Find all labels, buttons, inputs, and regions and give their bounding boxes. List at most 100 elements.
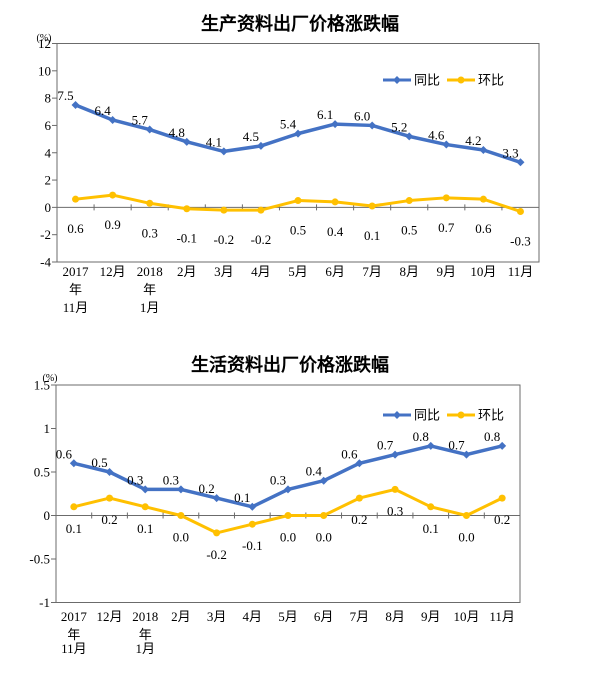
- x-category-label: 11月: [61, 641, 87, 656]
- data-marker-yoy: [284, 485, 292, 494]
- data-marker-yoy: [256, 141, 265, 150]
- legend-marker-mom: [457, 411, 465, 419]
- legend: 同比 环比: [383, 408, 504, 423]
- data-point-label-mom: 0.3: [142, 225, 158, 240]
- x-category-label: 2018: [132, 609, 158, 624]
- data-point-label-yoy: 6.1: [317, 107, 333, 122]
- x-category-label: 12月: [97, 609, 123, 624]
- data-point-label-yoy: 0.2: [198, 481, 214, 496]
- chart-title: 生活资料出厂价格涨跌幅: [191, 354, 389, 375]
- data-marker-mom: [183, 205, 191, 213]
- data-marker-mom: [391, 485, 399, 493]
- y-axis-unit-label: (%): [43, 373, 58, 384]
- x-category-label: 11月: [63, 300, 89, 315]
- data-point-label-yoy: 0.5: [91, 455, 107, 470]
- data-marker-yoy: [176, 485, 185, 494]
- x-category-label: 10月: [453, 609, 479, 624]
- consumer-price-chart: 生活资料出厂价格涨跌幅 (%) 1.510.50-0.5-12017年11月12…: [29, 354, 521, 656]
- x-category-label: 4月: [251, 264, 271, 279]
- x-category-label: 2017: [61, 609, 88, 624]
- data-marker-mom: [462, 512, 470, 519]
- data-marker-mom: [331, 198, 339, 206]
- data-marker-yoy: [331, 120, 340, 129]
- data-point-label-yoy: 6.4: [94, 103, 111, 118]
- y-tick-label: -0.5: [29, 552, 50, 567]
- x-category-label: 2017: [63, 264, 90, 279]
- y-tick-label: 1: [44, 421, 51, 436]
- x-category-label: 10月: [470, 264, 496, 279]
- y-tick-label: 0: [45, 200, 52, 215]
- data-marker-mom: [368, 202, 376, 210]
- y-tick-label: 0: [44, 508, 51, 523]
- data-point-label-mom: 0.1: [364, 228, 380, 243]
- data-point-label-mom: 0.3: [387, 503, 403, 518]
- data-marker-yoy: [71, 100, 80, 109]
- data-point-label-yoy: 0.1: [234, 490, 250, 505]
- data-point-label-yoy: 3.3: [502, 145, 518, 160]
- data-point-label-yoy: 0.8: [413, 429, 429, 444]
- x-category-label: 1月: [140, 300, 160, 315]
- legend: 同比 环比: [383, 73, 504, 88]
- data-point-label-mom: 0.5: [401, 223, 417, 238]
- y-axis-unit-label: (%): [37, 33, 52, 44]
- x-category-label: 8月: [399, 264, 419, 279]
- data-point-label-yoy: 5.4: [280, 117, 297, 132]
- data-marker-mom: [146, 199, 154, 207]
- data-point-label-mom: 0.1: [423, 521, 439, 536]
- legend-marker-mom: [457, 76, 465, 84]
- x-category-label: 2018: [137, 264, 163, 279]
- data-marker-mom: [516, 207, 524, 215]
- data-point-label-mom: 0.1: [137, 521, 153, 536]
- data-point-label-yoy: 6.0: [354, 108, 370, 123]
- x-category-label: 年: [139, 627, 152, 642]
- x-category-label: 3月: [207, 609, 227, 624]
- data-point-label-mom: 0.6: [67, 221, 84, 236]
- data-marker-yoy: [319, 476, 328, 485]
- data-marker-yoy: [426, 441, 435, 450]
- data-point-label-yoy: 4.2: [465, 133, 481, 148]
- data-point-label-mom: 0.6: [475, 221, 492, 236]
- data-point-label-mom: 0.5: [290, 223, 306, 238]
- data-marker-mom: [220, 206, 228, 214]
- data-point-label-yoy: 0.3: [270, 472, 286, 487]
- legend-label-mom: 环比: [478, 73, 504, 88]
- data-point-label-yoy: 4.1: [206, 134, 222, 149]
- data-marker-yoy: [516, 158, 525, 167]
- data-marker-yoy: [294, 129, 302, 138]
- plot-area: 12 10 8 6 4 2 0 -2 -4 2017 年 11月 12月 2018 年 1月 2月 3月 4月 5月 6…: [38, 36, 540, 315]
- x-category-label: 7月: [362, 264, 382, 279]
- data-point-label-mom: 0.0: [280, 530, 296, 545]
- data-point-label-mom: 0.0: [173, 530, 189, 545]
- x-category-label: 2月: [177, 264, 197, 279]
- x-category-label: 1月: [135, 641, 155, 656]
- legend-item-mom: 环比: [447, 408, 504, 423]
- data-marker-yoy: [498, 441, 507, 450]
- data-point-label-yoy: 0.3: [127, 472, 143, 487]
- data-marker-yoy: [479, 146, 488, 155]
- data-point-label-mom: 0.4: [327, 224, 344, 239]
- data-marker-mom: [177, 512, 185, 519]
- data-marker-mom: [109, 191, 117, 199]
- legend-item-yoy: 同比: [383, 73, 440, 88]
- legend-item-mom: 环比: [447, 73, 504, 88]
- x-category-label: 2月: [171, 609, 191, 624]
- consumer-price-chart-block: 生活资料出厂价格涨跌幅 (%) 1.5 1 0.5 0 -0.5 -1 2017 年 11月 12…: [0, 338, 600, 676]
- data-marker-yoy: [462, 450, 471, 459]
- y-tick-label: -4: [40, 255, 51, 270]
- x-category-label: 9月: [421, 609, 441, 624]
- data-marker-yoy: [182, 137, 191, 146]
- data-marker-mom: [320, 512, 328, 519]
- y-tick-label: 12: [38, 36, 51, 51]
- data-point-label-mom: 0.1: [66, 521, 82, 536]
- data-point-label-yoy: 0.7: [448, 438, 465, 453]
- plot-border: [55, 384, 521, 603]
- data-marker-mom: [248, 520, 256, 528]
- y-tick-label: 4: [45, 145, 52, 160]
- data-point-label-yoy: 7.5: [57, 88, 73, 103]
- legend-item-yoy: 同比: [383, 408, 440, 423]
- x-category-label: 7月: [350, 609, 370, 624]
- data-marker-mom: [294, 197, 302, 205]
- x-category-label: 6月: [325, 264, 345, 279]
